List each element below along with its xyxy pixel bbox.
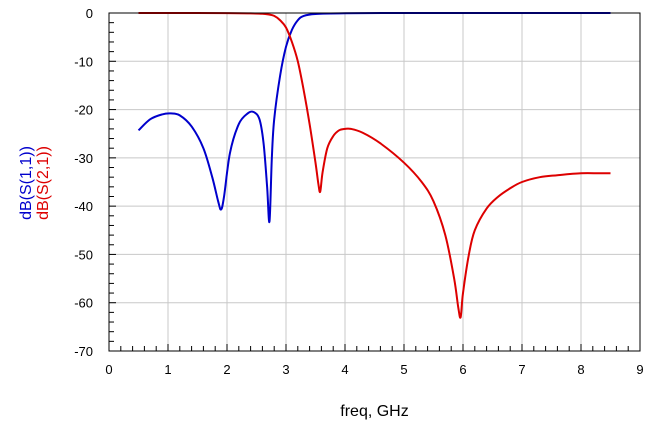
y-tick-label: -60: [74, 296, 93, 311]
gridlines: [108, 12, 641, 352]
y-axis-label-s21: dB(S(2,1)): [35, 146, 52, 220]
x-axis-title: freq, GHz: [340, 403, 408, 420]
y-tick-label: -50: [74, 247, 93, 262]
series-line-s11: [137, 11, 611, 224]
series-line-s21: [138, 11, 611, 319]
x-tick-label: 0: [105, 362, 112, 377]
y-tick-labels: 0 -10 -20 -30 -40 -50 -60 -70: [74, 6, 93, 359]
x-tick-label: 2: [223, 362, 230, 377]
y-tick-label: 0: [86, 6, 93, 21]
x-tick-label: 6: [459, 362, 466, 377]
y-tick-label: -10: [74, 54, 93, 69]
minor-ticks: [108, 12, 641, 352]
x-tick-label: 4: [341, 362, 348, 377]
y-tick-label: -30: [74, 151, 93, 166]
y-tick-label: -40: [74, 199, 93, 214]
x-tick-label: 3: [282, 362, 289, 377]
x-tick-label: 1: [164, 362, 171, 377]
plot-frame: [108, 12, 641, 352]
x-tick-labels: 0 1 2 3 4 5 6 7 8 9: [105, 362, 643, 377]
y-axis-label-s11: dB(S(1,1)): [18, 146, 35, 220]
y-tick-label: -70: [74, 344, 93, 359]
x-tick-label: 8: [577, 362, 584, 377]
y-tick-label: -20: [74, 103, 93, 118]
x-tick-label: 5: [400, 362, 407, 377]
x-tick-label: 9: [636, 362, 643, 377]
series-layer: [137, 11, 611, 319]
x-tick-label: 7: [518, 362, 525, 377]
